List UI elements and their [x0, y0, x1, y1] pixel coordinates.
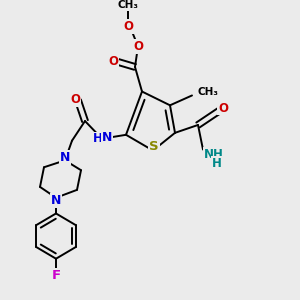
- Text: O: O: [70, 93, 80, 106]
- Text: CH₃: CH₃: [118, 0, 139, 10]
- Text: F: F: [51, 269, 61, 282]
- Text: O: O: [123, 20, 133, 33]
- Text: S: S: [149, 140, 159, 153]
- Text: N: N: [60, 151, 70, 164]
- Text: CH₃: CH₃: [198, 86, 219, 97]
- Text: H: H: [212, 157, 222, 170]
- Text: N: N: [51, 194, 61, 207]
- Text: O: O: [133, 40, 143, 53]
- Text: H: H: [93, 132, 103, 145]
- Text: NH: NH: [204, 148, 224, 161]
- Text: O: O: [108, 55, 118, 68]
- Text: O: O: [218, 102, 228, 115]
- Text: N: N: [102, 131, 112, 144]
